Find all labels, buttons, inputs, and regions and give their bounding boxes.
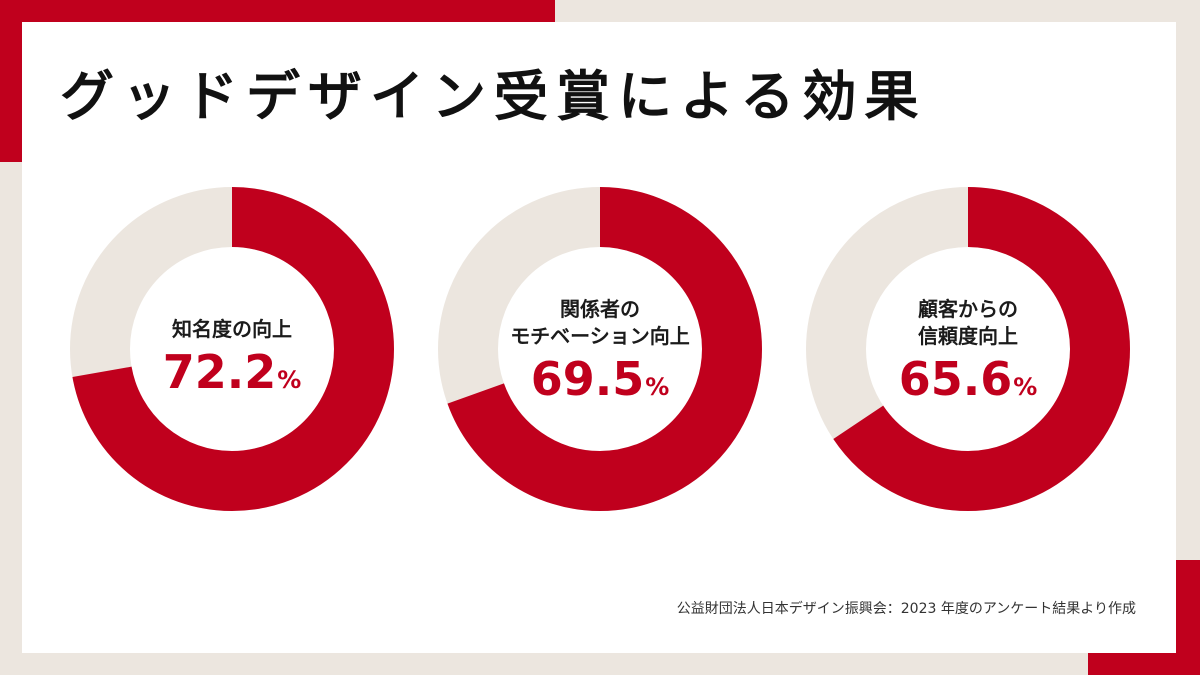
donut-value-number: 65.6	[898, 352, 1013, 406]
donut-label: モチベーション向上	[510, 324, 690, 348]
accent-bar-left	[0, 0, 22, 162]
donut-label: 顧客からの	[918, 297, 1018, 321]
donut-value-unit: %	[645, 373, 670, 401]
donut-label: 知名度の向上	[172, 317, 292, 341]
donut-label: 関係者の	[560, 297, 640, 321]
accent-bar-top-left	[0, 0, 555, 22]
donut-value-number: 69.5	[530, 352, 645, 406]
donut-value-number: 72.2	[162, 345, 277, 399]
donut-value-unit: %	[1013, 373, 1038, 401]
donut-center: 知名度の向上 72.2%	[102, 316, 362, 395]
content-card	[22, 22, 1176, 653]
page-title: グッドデザイン受賞による効果	[60, 65, 927, 128]
donut-center: 関係者のモチベーション向上 69.5%	[470, 296, 730, 402]
donut-arc	[70, 187, 394, 511]
donut-value: 65.6%	[838, 356, 1098, 402]
donut-arc	[438, 187, 762, 511]
donut-label: 信頼度向上	[918, 324, 1018, 348]
donut-value: 72.2%	[102, 349, 362, 395]
source-note: 公益財団法人日本デザイン振興会：2023 年度のアンケート結果より作成	[676, 601, 1136, 617]
donut-value-unit: %	[277, 366, 302, 394]
donut-value: 69.5%	[470, 356, 730, 402]
donut-center: 顧客からの信頼度向上 65.6%	[838, 296, 1098, 402]
donut-arc	[806, 187, 1130, 511]
accent-bar-bottom-right	[1088, 653, 1200, 675]
